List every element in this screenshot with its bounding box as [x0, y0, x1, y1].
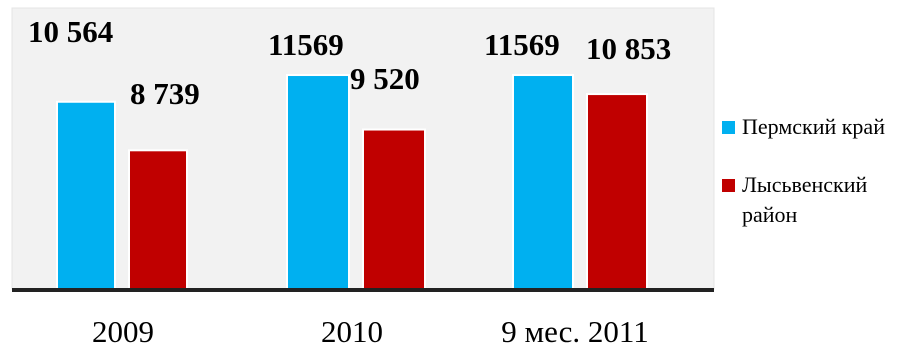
bar-s0-c0	[58, 102, 114, 288]
bar-s0-c2	[514, 76, 572, 288]
legend-item-perm: Пермский край	[722, 112, 916, 142]
data-label-s1-c2: 10 853	[586, 31, 671, 66]
ticks-layer: 2009 2010 9 мес. 2011	[92, 314, 649, 345]
x-tick-label-2: 9 мес. 2011	[501, 314, 649, 345]
data-label-s1-c1: 9 520	[350, 61, 420, 96]
bar-s1-c1	[364, 130, 424, 288]
bars-layer	[56, 74, 648, 289]
legend-label-perm: Пермский край	[742, 114, 885, 139]
data-label-s0-c2: 11569	[484, 27, 560, 62]
bar-s1-c2	[588, 95, 646, 289]
data-label-s0-c1: 11569	[268, 27, 344, 62]
legend-item-lysva: Лысьвенский район	[722, 170, 916, 230]
data-label-s0-c0: 10 564	[28, 14, 113, 49]
legend: Пермский край Лысьвенский район	[722, 112, 916, 258]
data-label-s1-c0: 8 739	[130, 76, 200, 111]
x-tick-label-0: 2009	[92, 314, 154, 345]
legend-label-lysva: Лысьвенский район	[742, 172, 868, 227]
legend-swatch-lysva	[722, 179, 735, 192]
bar-s1-c0	[130, 151, 186, 288]
x-tick-label-1: 2010	[321, 314, 383, 345]
bar-s0-c1	[288, 76, 348, 288]
legend-swatch-perm	[722, 121, 735, 134]
